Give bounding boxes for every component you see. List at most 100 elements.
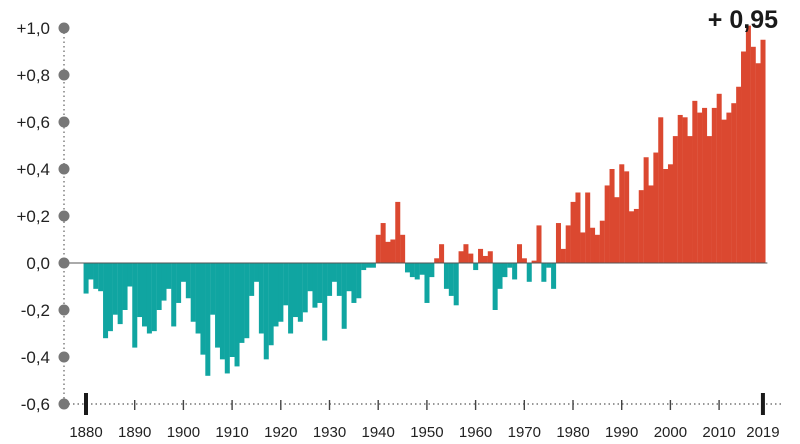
y-tick-dot — [58, 257, 70, 269]
bar-1970 — [521, 258, 527, 263]
bar-1976 — [551, 263, 557, 289]
bar-1899 — [176, 263, 182, 303]
bar-2013 — [731, 103, 737, 263]
bar-1948 — [414, 263, 420, 280]
y-tick-dot — [58, 304, 70, 316]
bar-2017 — [750, 46, 756, 263]
bar-2010 — [716, 93, 722, 263]
bar-1910 — [229, 263, 235, 357]
bar-1978 — [560, 248, 566, 263]
x-tick-emphasized — [84, 393, 88, 415]
bar-1885 — [107, 263, 113, 332]
bar-1984 — [590, 227, 596, 263]
bar-1881 — [88, 263, 94, 280]
bar-1930 — [327, 263, 333, 296]
y-tick-label: +1,0 — [16, 19, 50, 38]
bar-1953 — [439, 244, 445, 263]
bar-1973 — [536, 225, 542, 263]
bar-1889 — [127, 263, 133, 287]
bar-1936 — [356, 263, 362, 299]
bar-1985 — [594, 234, 600, 263]
bar-2016 — [745, 25, 751, 264]
bar-1961 — [478, 248, 484, 263]
y-tick-dot — [58, 116, 70, 128]
bar-1924 — [297, 263, 303, 322]
bar-1939 — [370, 263, 376, 268]
bar-1884 — [103, 263, 109, 339]
bar-1888 — [122, 263, 128, 310]
bar-1926 — [307, 263, 313, 292]
bar-1919 — [273, 263, 279, 327]
bar-1981 — [575, 192, 581, 263]
x-tick-label: 2010 — [702, 424, 735, 441]
bar-1998 — [658, 117, 664, 263]
bar-1982 — [580, 232, 586, 263]
bar-1980 — [570, 201, 576, 263]
bar-1992 — [629, 211, 635, 263]
bar-1966 — [502, 263, 508, 278]
bar-1957 — [458, 251, 464, 263]
bar-1907 — [215, 263, 221, 348]
bar-1944 — [395, 201, 401, 263]
y-tick-dot — [58, 69, 70, 81]
x-tick-label: 1910 — [215, 424, 248, 441]
bar-1886 — [112, 263, 118, 315]
bar-1917 — [263, 263, 269, 360]
bar-2000 — [667, 164, 673, 263]
bar-1920 — [278, 263, 284, 322]
x-tick-label: 2019 — [746, 424, 779, 441]
bar-1977 — [555, 223, 561, 263]
x-tick-label: 1920 — [264, 424, 297, 441]
bar-1909 — [224, 263, 230, 374]
bar-1927 — [312, 263, 318, 308]
bar-1971 — [526, 263, 532, 282]
bar-2003 — [682, 117, 688, 263]
bar-1890 — [132, 263, 138, 348]
bar-1912 — [239, 263, 245, 343]
bar-2001 — [672, 136, 678, 263]
bar-2005 — [692, 100, 698, 263]
bar-1996 — [648, 185, 654, 263]
y-tick-label: +0,8 — [16, 66, 50, 85]
y-axis: +1,0 +0,8 +0,6 +0,4 +0,2 0,0 -0,2 -0,4 -0,6 — [16, 19, 70, 414]
bar-1911 — [234, 263, 240, 367]
x-tick-emphasized — [760, 393, 765, 415]
bar-1902 — [190, 263, 196, 322]
bar-1923 — [292, 263, 298, 318]
bar-2004 — [687, 136, 693, 263]
bar-1990 — [619, 164, 625, 263]
bar-1983 — [585, 192, 591, 263]
bar-2019 — [760, 39, 766, 263]
bar-2008 — [706, 136, 712, 263]
y-tick-dot — [58, 163, 70, 175]
bar-1974 — [541, 263, 547, 282]
x-tick-label: 1890 — [118, 424, 151, 441]
bar-1897 — [166, 263, 172, 289]
x-tick-label: 1880 — [69, 424, 102, 441]
bar-2009 — [711, 107, 717, 264]
bar-2014 — [736, 86, 742, 263]
x-tick-label: 1930 — [313, 424, 346, 441]
bar-1938 — [366, 263, 372, 268]
bar-1901 — [185, 263, 191, 299]
x-tick-label: 2000 — [654, 424, 687, 441]
bar-1883 — [98, 263, 104, 292]
bar-1925 — [302, 263, 308, 313]
y-tick-label: -0,4 — [21, 348, 50, 367]
bar-1913 — [244, 263, 250, 339]
bar-1958 — [463, 244, 469, 263]
bar-1915 — [254, 263, 260, 282]
y-tick-label: -0,6 — [21, 395, 50, 414]
bar-1928 — [317, 263, 323, 303]
bar-1914 — [249, 263, 255, 296]
bar-1906 — [210, 263, 216, 315]
bar-1903 — [195, 263, 201, 334]
x-axis: 1880 1890 1900 1910 1920 1930 1940 1950 1960 1970… — [64, 393, 783, 441]
bar-1908 — [219, 263, 225, 360]
bar-1929 — [322, 263, 328, 341]
bar-1880 — [83, 263, 89, 294]
bar-1999 — [663, 169, 669, 263]
bar-1937 — [361, 263, 367, 271]
bar-1946 — [404, 263, 411, 273]
bar-2018 — [755, 63, 761, 263]
